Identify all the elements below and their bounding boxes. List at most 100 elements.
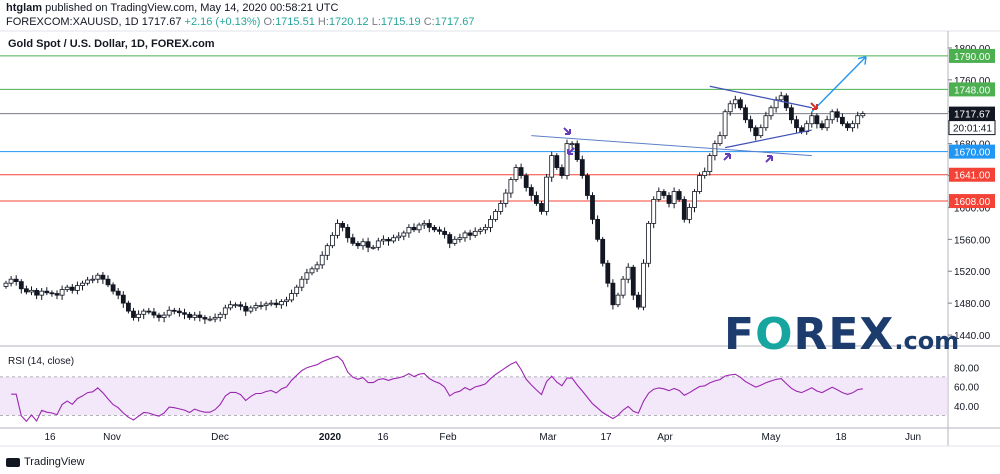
- candle-body: [600, 238, 606, 264]
- candle-body: [732, 99, 738, 105]
- chart-title: Gold Spot / U.S. Dollar, 1D, FOREX.com: [8, 38, 215, 50]
- candle-body: [625, 266, 631, 280]
- candle-body: [656, 191, 662, 200]
- candle-body: [488, 218, 493, 228]
- y-tick-label: 1480.00: [954, 299, 991, 310]
- candle-body: [457, 237, 463, 240]
- candle-body: [697, 175, 702, 192]
- x-tick-label: 18: [835, 432, 847, 443]
- candle-body: [13, 278, 19, 282]
- candle-body: [166, 309, 172, 316]
- candle-body: [748, 119, 753, 129]
- level-tag-label: 1790.00: [954, 52, 991, 63]
- level-tag-label: 1670.00: [954, 148, 991, 159]
- candle-body: [840, 116, 845, 125]
- level-tag: [949, 82, 995, 97]
- candle-body: [289, 293, 295, 301]
- candle-body: [345, 226, 351, 239]
- candle-body: [590, 195, 595, 220]
- candle-body: [421, 222, 427, 226]
- rsi-title: RSI (14, close): [8, 356, 75, 367]
- candle-body: [824, 119, 830, 129]
- candle-body: [738, 99, 743, 109]
- candle-body: [845, 123, 850, 129]
- candle-body: [171, 309, 177, 312]
- candle-body: [834, 111, 840, 118]
- candle-body: [585, 175, 590, 196]
- candles-group: [3, 91, 866, 324]
- candle-body: [90, 278, 96, 281]
- level-tag: [949, 194, 995, 209]
- candle-body: [534, 195, 539, 204]
- candle-body: [95, 274, 101, 280]
- candle-body: [778, 95, 784, 101]
- candle-body: [238, 304, 244, 307]
- candle-body: [212, 317, 218, 320]
- candle-body: [141, 310, 147, 315]
- candle-body: [579, 159, 585, 176]
- candle-body: [518, 167, 524, 176]
- high-label: H:: [317, 16, 329, 28]
- candle-body: [115, 290, 121, 296]
- candle-body: [3, 282, 9, 287]
- candle-body: [574, 143, 580, 160]
- candle-body: [431, 226, 437, 231]
- x-tick-label: 17: [600, 432, 612, 443]
- candle-body: [39, 290, 45, 296]
- y-tick-label: 1520.00: [954, 267, 991, 278]
- x-tick-label: Feb: [439, 432, 457, 443]
- candle-body: [49, 292, 55, 295]
- candle-body: [278, 301, 284, 306]
- candle-body: [472, 230, 478, 236]
- candle-body: [467, 232, 473, 236]
- candle-body: [799, 127, 804, 133]
- publish-info: htglam published on TradingView.com, May…: [6, 2, 338, 14]
- candle-body: [110, 284, 116, 292]
- candle-body: [554, 155, 560, 168]
- candle-body: [370, 246, 376, 249]
- candle-body: [18, 281, 24, 290]
- x-tick-label: May: [762, 432, 781, 443]
- candle-body: [197, 314, 203, 318]
- y-tick-label: 1440.00: [954, 331, 991, 342]
- candle-body: [304, 272, 310, 280]
- candle-body: [620, 278, 626, 296]
- candle-body: [268, 302, 274, 305]
- candle-body: [569, 143, 575, 146]
- candle-body: [85, 279, 90, 284]
- candle-body: [789, 107, 794, 121]
- last-price: 1717.67: [141, 16, 182, 28]
- triangle-lower-line: [724, 129, 812, 149]
- candle-body: [253, 305, 259, 309]
- candle-body: [294, 286, 300, 294]
- open-value: 1715.51: [275, 16, 315, 28]
- candle-body: [401, 232, 407, 237]
- candle-body: [707, 155, 713, 172]
- candle-body: [182, 312, 187, 315]
- candle-body: [651, 199, 657, 224]
- candle-body: [44, 290, 50, 294]
- candle-body: [411, 226, 417, 231]
- tradingview-logo-text: TradingView: [24, 456, 85, 468]
- purple-arrow-icon: [723, 153, 731, 161]
- candle-body: [380, 238, 386, 242]
- level-tag-label: 1641.00: [954, 171, 991, 182]
- countdown-label: 20:01:41: [953, 124, 992, 135]
- candle-body: [528, 187, 534, 196]
- candle-body: [539, 203, 544, 212]
- x-tick-label: 2020: [319, 432, 342, 443]
- candle-body: [360, 241, 366, 247]
- candle-body: [284, 299, 289, 302]
- candle-body: [814, 115, 820, 125]
- level-tag-label: 1748.00: [954, 85, 991, 96]
- candle-body: [126, 302, 131, 312]
- candle-body: [34, 289, 39, 296]
- candle-body: [69, 286, 75, 291]
- projection-arrow-line: [811, 56, 867, 113]
- tradingview-logo[interactable]: TradingView: [6, 456, 85, 468]
- publisher-name[interactable]: htglam: [6, 2, 43, 14]
- candle-body: [544, 176, 549, 212]
- level-tag: [949, 48, 995, 63]
